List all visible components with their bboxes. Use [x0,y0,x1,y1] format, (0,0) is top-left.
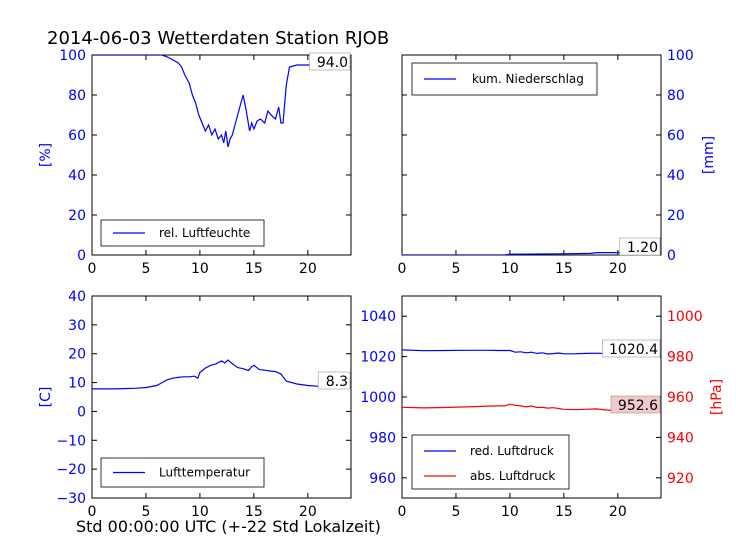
temperature-x-tick-label: 0 [88,504,97,520]
temperature-y-tick-label: 0 [77,404,86,420]
humidity-current-value: 94.0 [317,55,348,71]
precipitation-series-line-1 [402,252,661,255]
humidity-x-tick-label: 5 [141,261,150,277]
precipitation-y-tick-label: 20 [667,208,685,224]
precipitation-y-tick-label: 60 [667,128,685,144]
pressure-legend-box [411,434,570,490]
pressure-legend-label: abs. Luftdruck [470,469,555,483]
figure-title: 2014-06-03 Wetterdaten Station RJOB [47,28,389,49]
humidity-y-tick-label: 60 [68,128,86,144]
precipitation-x-tick-label: 0 [398,261,407,277]
pressure-y-tick-label: 1040 [360,309,396,325]
pressure-x-tick-label: 5 [451,504,460,520]
temperature-x-tick-label: 5 [141,504,150,520]
temperature-legend-label: Lufttemperatur [159,466,250,480]
pressure-x-tick-label: 15 [555,504,573,520]
precipitation-current-value-box [619,237,661,256]
pressure-legend-label: red. Luftdruck [470,444,554,458]
humidity-current-value-box [309,52,351,71]
humidity-panel: 0 5 10 15 20 0 20 40 60 80 100 [%] rel. Luftfeuchte 9… [38,48,352,277]
temperature-x-tick-label: 10 [191,504,209,520]
humidity-y-tick-label: 0 [77,248,86,264]
pressure-panel: 0 5 10 15 20 960 980 1000 1020 1040 920 940 960 980 10… [360,295,725,520]
pressure-y2-tick-label: 940 [667,430,694,446]
precipitation-panel: 0 5 10 15 20 0 20 40 60 80 100 [mm] kum. Niederschla… [398,48,717,277]
precipitation-y-axis-label: [mm] [701,136,717,174]
temperature-y-tick-label: −30 [56,491,86,507]
humidity-legend-box [100,219,265,247]
temperature-y-tick-label: 30 [68,318,86,334]
pressure-y2-tick-label: 920 [667,471,694,487]
pressure-y2-tick-label: 980 [667,350,694,366]
humidity-x-tick-label: 0 [88,261,97,277]
precipitation-y-tick-label: 100 [667,48,694,64]
temperature-current-value: 8.3 [326,374,348,390]
humidity-y-tick-label: 100 [59,48,86,64]
pressure-y-tick-label: 1000 [360,390,396,406]
precipitation-y-tick-label: 40 [667,168,685,184]
precipitation-x-tick-label: 15 [555,261,573,277]
humidity-y-tick-label: 80 [68,88,86,104]
temperature-y-tick-label: −10 [56,433,86,449]
humidity-y-axis-label: [%] [38,143,54,167]
pressure-x-tick-label: 10 [501,504,519,520]
pressure-y-axis-label: [hPa] [709,379,725,415]
pressure-x-tick-label: 20 [609,504,627,520]
temperature-y-tick-label: 40 [68,289,86,305]
x-axis-label: Std 00:00:00 UTC (+-22 Std Lokalzeit) [76,517,381,536]
temperature-y-axis-label: [C] [38,387,54,408]
temperature-x-tick-label: 15 [245,504,263,520]
pressure-y2-tick-label: 1000 [667,309,703,325]
temperature-panel: 0 5 10 15 20 −30 −20 −10 0 10 20 30 40 [C] Lufttempera… [38,289,352,520]
precipitation-x-tick-label: 5 [451,261,460,277]
humidity-y-tick-label: 40 [68,168,86,184]
pressure-reduced-current-value-box [602,339,661,358]
humidity-legend-label: rel. Luftfeuchte [159,226,250,240]
pressure-y-tick-label: 960 [369,471,396,487]
precipitation-y-tick-label: 0 [667,248,676,264]
pressure-y-tick-label: 1020 [360,350,396,366]
humidity-x-tick-label: 15 [245,261,263,277]
temperature-y-tick-label: 10 [68,376,86,392]
precipitation-y-tick-label: 80 [667,88,685,104]
temperature-x-tick-label: 20 [299,504,317,520]
pressure-absolute-current-value: 952.6 [618,398,658,414]
precipitation-x-tick-label: 10 [501,261,519,277]
pressure-y-tick-label: 980 [369,430,396,446]
temperature-current-value-box [317,371,351,390]
temperature-series-line-1 [92,359,351,390]
pressure-absolute-current-value-box [610,395,661,414]
humidity-y-tick-label: 20 [68,208,86,224]
humidity-x-tick-label: 10 [191,261,209,277]
humidity-series-line-1 [92,55,351,148]
precipitation-x-tick-label: 20 [609,261,627,277]
pressure-reduced-current-value: 1020.4 [609,342,658,358]
precipitation-legend-label: kum. Niederschlag [472,72,584,86]
pressure-x-tick-label: 0 [398,504,407,520]
pressure-y2-tick-label: 960 [667,390,694,406]
precipitation-current-value: 1.20 [627,240,658,256]
temperature-y-tick-label: −20 [56,462,86,478]
temperature-y-tick-label: 20 [68,347,86,363]
humidity-x-tick-label: 20 [299,261,317,277]
